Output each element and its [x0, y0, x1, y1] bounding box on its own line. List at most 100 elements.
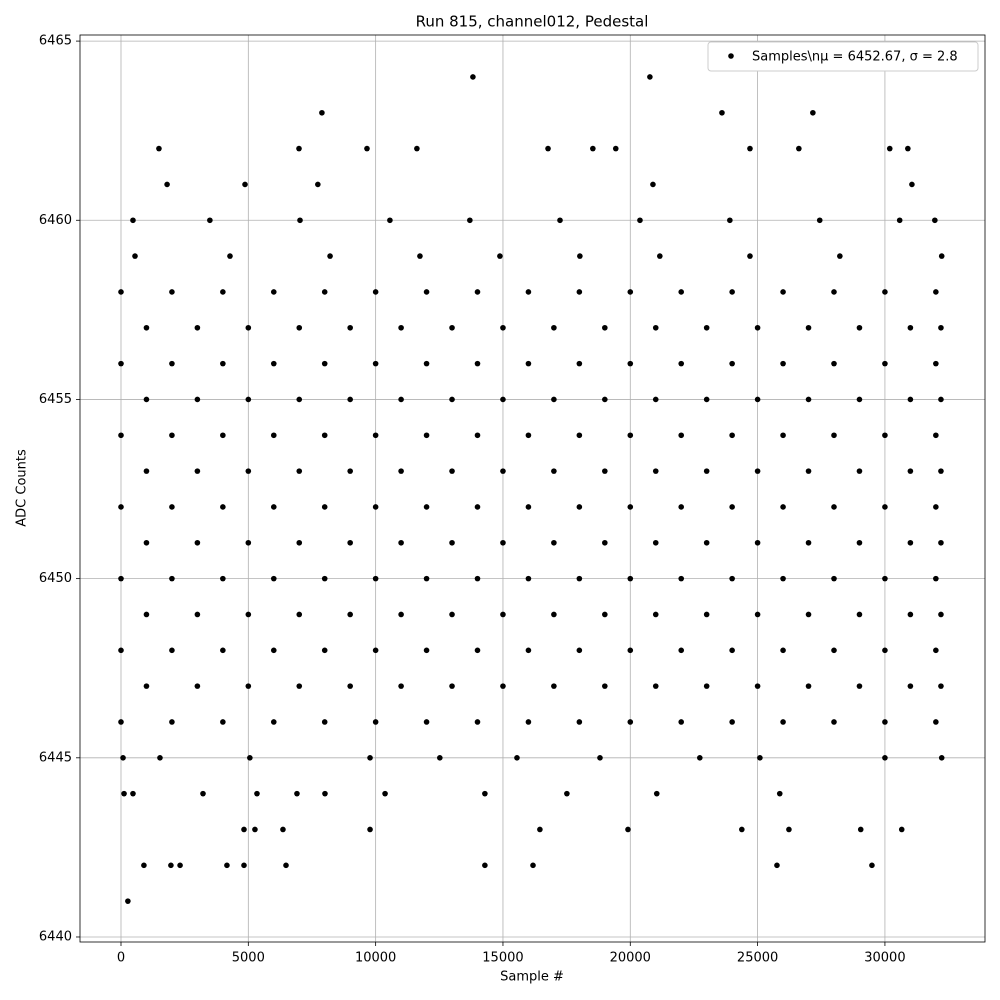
data-point [678, 504, 685, 510]
data-point [551, 539, 557, 546]
data-point [372, 647, 379, 654]
x-tick-label: 15000 [482, 951, 523, 966]
data-point [678, 432, 685, 439]
legend-marker [728, 53, 734, 59]
data-point [754, 611, 761, 618]
data-point [347, 611, 353, 618]
y-tick-label: 6460 [39, 213, 72, 228]
data-point [780, 360, 786, 367]
data-point [727, 217, 733, 224]
data-point [719, 109, 725, 116]
data-point [882, 360, 888, 367]
data-point [283, 862, 289, 869]
data-point [194, 683, 201, 689]
y-tick-label: 6450 [39, 571, 72, 586]
data-point [143, 324, 150, 331]
data-point [703, 468, 710, 474]
data-point [754, 324, 761, 331]
data-point [423, 647, 430, 654]
data-point [322, 790, 328, 797]
data-point [270, 719, 277, 725]
data-point [933, 504, 939, 510]
data-point [627, 504, 634, 510]
data-point [530, 862, 536, 869]
data-point [398, 324, 404, 331]
data-point [474, 504, 481, 510]
data-point [938, 468, 944, 474]
data-point [905, 145, 911, 152]
y-tick-label: 6440 [39, 929, 72, 944]
data-point [678, 289, 685, 295]
data-point [774, 862, 780, 869]
plot-frame [79, 34, 986, 943]
chart-title: Run 815, channel012, Pedestal [416, 13, 649, 31]
data-point [141, 862, 147, 869]
data-point [747, 145, 753, 152]
data-point [810, 109, 816, 116]
data-point [551, 611, 557, 618]
data-point [576, 575, 583, 582]
data-point [449, 611, 455, 618]
data-point [896, 217, 903, 224]
data-point [612, 145, 619, 152]
data-point [786, 826, 792, 833]
data-point [703, 683, 710, 689]
data-point [296, 683, 303, 689]
data-point [449, 468, 455, 474]
data-point [729, 719, 735, 725]
data-point [143, 468, 150, 474]
data-point [414, 145, 420, 152]
data-point [652, 611, 659, 618]
data-point [252, 826, 258, 833]
data-point [780, 504, 786, 510]
data-point [168, 862, 174, 869]
data-point [169, 360, 175, 367]
data-point [449, 683, 455, 689]
data-point [597, 755, 603, 761]
data-point [417, 253, 423, 259]
data-point [121, 790, 127, 797]
data-point [602, 611, 608, 618]
data-point [703, 324, 710, 331]
data-point [754, 396, 761, 403]
x-tick-label: 25000 [737, 951, 778, 966]
data-point [220, 719, 226, 725]
data-point [398, 539, 404, 546]
data-point [831, 647, 837, 654]
data-point [398, 396, 404, 403]
data-point [423, 575, 430, 582]
data-point [398, 611, 404, 618]
x-tick-label: 10000 [355, 951, 396, 966]
data-point [678, 647, 685, 654]
data-point [321, 575, 328, 582]
data-point [551, 683, 557, 689]
data-point [247, 755, 253, 761]
data-point [347, 539, 353, 546]
data-point [780, 575, 786, 582]
data-point [467, 217, 473, 224]
data-point [474, 647, 481, 654]
data-point [169, 719, 175, 725]
data-point [474, 360, 481, 367]
data-point [500, 611, 506, 618]
data-point [254, 790, 260, 797]
data-point [703, 611, 710, 618]
data-point [729, 647, 735, 654]
data-point [933, 432, 939, 439]
data-point [449, 396, 455, 403]
data-point [650, 181, 656, 188]
data-point [194, 611, 201, 618]
data-point [882, 289, 888, 295]
data-point [590, 145, 596, 152]
data-point [220, 289, 226, 295]
data-point [805, 539, 812, 546]
data-point [882, 432, 888, 439]
data-point [933, 719, 939, 725]
data-point [118, 432, 124, 439]
data-point [280, 826, 286, 833]
data-point [220, 647, 226, 654]
data-point [602, 396, 608, 403]
data-point [557, 217, 563, 224]
data-point [169, 647, 175, 654]
data-point [602, 324, 608, 331]
